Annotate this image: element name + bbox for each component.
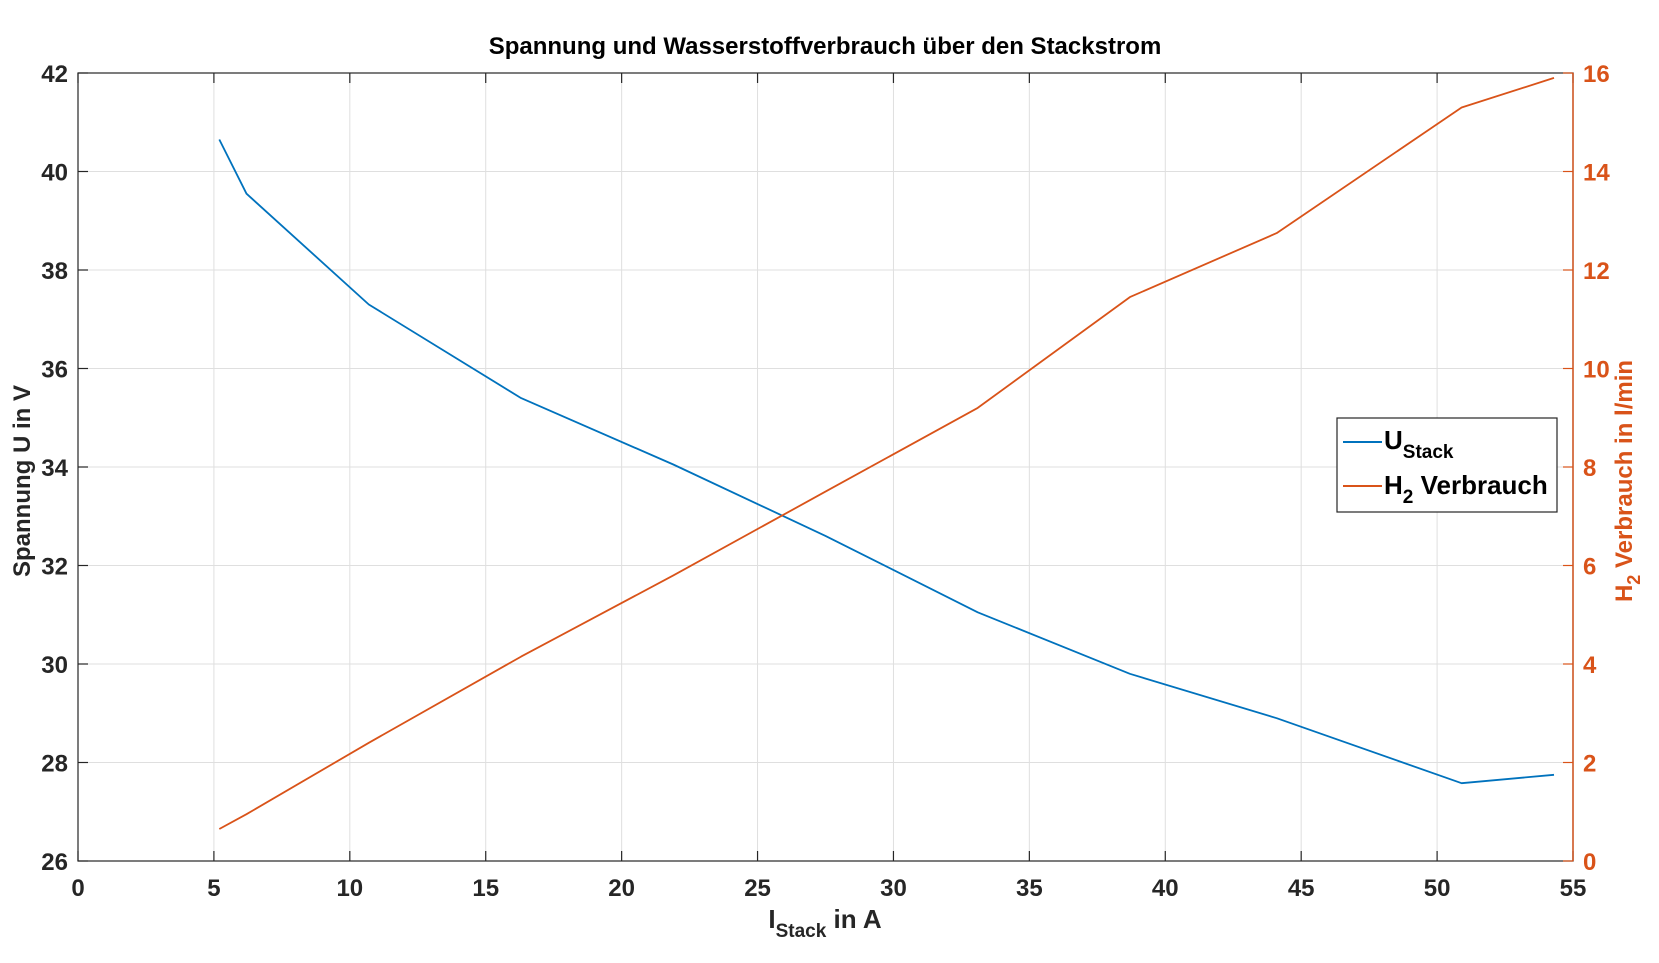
x-axis-label-rest: in A [826,904,882,934]
y-right-tick-label: 14 [1583,160,1610,187]
y-left-tick-label: 36 [41,357,68,384]
series-layer [218,77,1555,830]
legend: UStack H2 Verbrauch [1336,417,1558,513]
x-tick-label: 10 [336,875,363,902]
x-tick-label: 40 [1152,875,1179,902]
y-left-tick-label: 26 [41,849,68,876]
x-tick-label: 45 [1288,875,1315,902]
series-line-h2-verbrauch [218,77,1555,830]
y-right-tick-label: 8 [1583,455,1596,482]
x-axis-label-main: I [768,904,775,934]
x-tick-label: 55 [1560,875,1587,902]
legend-label-u-stack-sub: Stack [1403,442,1454,463]
y-right-tick-label: 4 [1583,652,1597,679]
y-left-tick-label: 38 [41,258,68,285]
y-axis-right-label: H2 Verbrauch in l/min [1611,360,1644,602]
legend-label-h2: H2 Verbrauch [1384,470,1548,508]
y-axis-right-label-rest: Verbrauch in l/min [1611,360,1638,575]
x-tick-label: 30 [880,875,907,902]
y-right-tick-label: 0 [1583,849,1596,876]
chart-title: Spannung und Wasserstoffverbrauch über d… [489,33,1162,60]
legend-label-u-stack-main: U [1384,425,1403,455]
legend-box [1336,417,1558,513]
legend-label-u-stack: UStack [1384,425,1454,463]
y-axis-left-label: Spannung U in V [9,385,36,577]
ticks-layer: 0 5 10 15 20 25 30 35 40 45 50 55262830323436384042… [41,61,1610,902]
y-right-tick-label: 16 [1583,61,1610,88]
y-left-tick-label: 30 [41,652,68,679]
y-right-tick-label: 10 [1583,357,1610,384]
y-axis-right-label-sub: 2 [1624,575,1644,585]
x-tick-label: 25 [744,875,771,902]
y-left-tick-label: 40 [41,160,68,187]
y-left-tick-label: 32 [41,554,68,581]
x-tick-label: 35 [1016,875,1043,902]
x-axis-label: IStack in A [768,904,882,942]
y-axis-right-label-main: H [1611,585,1638,602]
y-left-tick-label: 28 [41,751,68,778]
y-right-tick-label: 2 [1583,751,1596,778]
x-tick-label: 50 [1424,875,1451,902]
y-left-tick-label: 34 [41,455,68,482]
x-tick-label: 0 [71,875,84,902]
x-tick-label: 15 [472,875,499,902]
legend-label-h2-main: H [1384,470,1403,500]
legend-label-h2-sub: 2 [1403,487,1414,508]
x-tick-label: 20 [608,875,635,902]
y-right-tick-label: 12 [1583,258,1610,285]
y-right-tick-label: 6 [1583,554,1596,581]
legend-label-h2-rest: Verbrauch [1413,470,1547,500]
series-line-u-stack [218,139,1555,785]
y-left-tick-label: 42 [41,61,68,88]
x-tick-label: 5 [207,875,220,902]
x-axis-label-sub: Stack [776,921,827,942]
